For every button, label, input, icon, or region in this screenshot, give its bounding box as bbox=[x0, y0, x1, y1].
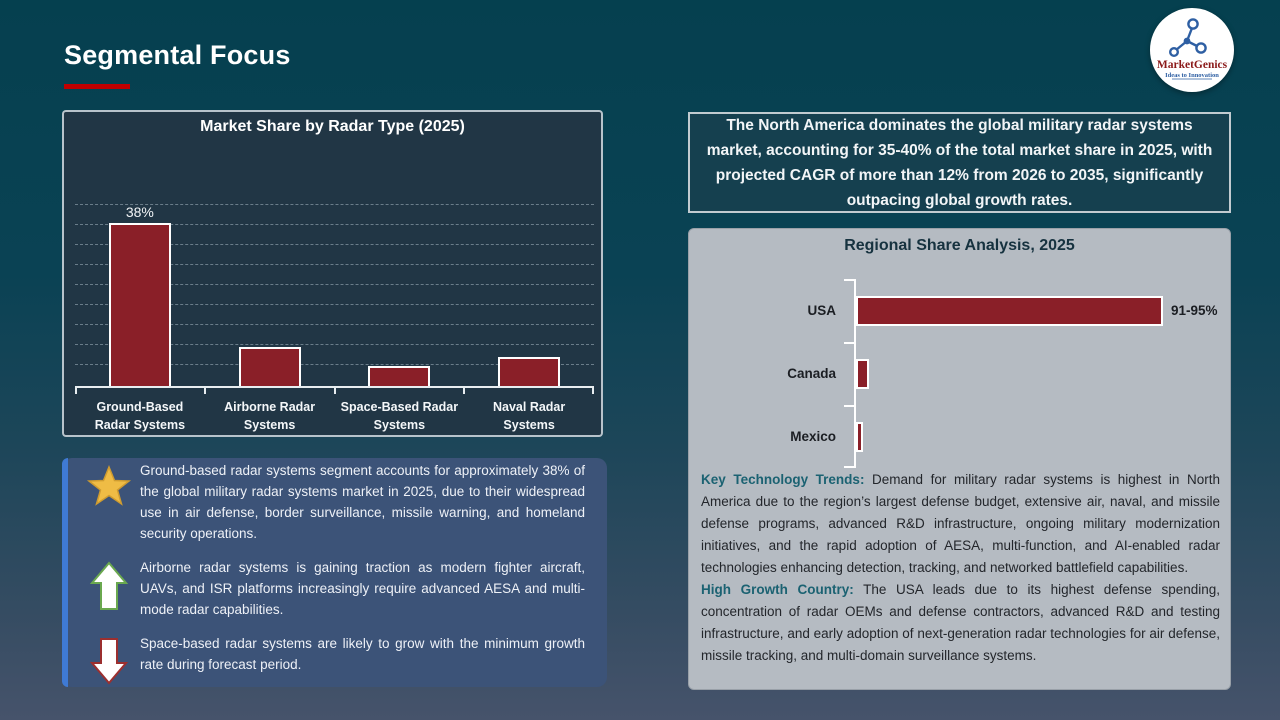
bar-naval bbox=[498, 357, 561, 386]
insight-item-ground-based: Ground-based radar systems segment accou… bbox=[78, 460, 593, 544]
up-arrow-icon bbox=[78, 557, 140, 611]
bars-container: 38% bbox=[75, 204, 594, 386]
axis-tick bbox=[75, 386, 77, 394]
bar-row-canada: Canada bbox=[689, 342, 1230, 405]
regional-analysis-panel: Regional Share Analysis, 2025 USA 91-95%… bbox=[688, 228, 1231, 690]
radar-type-chart-title: Market Share by Radar Type (2025) bbox=[200, 118, 465, 135]
bar-space-based bbox=[368, 366, 431, 386]
category-airborne: Airborne Radar Systems bbox=[224, 400, 316, 433]
axis-tick bbox=[844, 342, 854, 344]
bar-group-ground-based: 38% bbox=[75, 204, 205, 386]
insight-text: Ground-based radar systems segment accou… bbox=[140, 463, 585, 541]
gridline bbox=[75, 344, 594, 345]
axis-tick bbox=[333, 386, 336, 394]
category-labels: Ground-Based Radar Systems Airborne Rada… bbox=[75, 398, 594, 434]
down-arrow-icon bbox=[78, 633, 140, 685]
high-growth-country-body: The USA leads due to its highest defense… bbox=[701, 582, 1220, 663]
gridline bbox=[75, 284, 594, 285]
radar-type-plot-area: 38% bbox=[75, 204, 594, 394]
category-space-based: Space-Based Radar Systems bbox=[340, 400, 459, 433]
regional-bar-chart: USA 91-95% Canada Mexico bbox=[689, 229, 1230, 469]
axis-tick bbox=[844, 405, 854, 407]
network-icon bbox=[1169, 18, 1207, 58]
logo-graphic: MarketGenics Ideas to Innovation bbox=[1157, 18, 1228, 80]
logo-tagline: Ideas to Innovation bbox=[1165, 72, 1219, 79]
bar-usa bbox=[856, 295, 1163, 326]
bar-value-label: 38% bbox=[125, 204, 154, 220]
key-technology-trends-heading: Key Technology Trends: bbox=[701, 472, 865, 487]
gridline bbox=[75, 204, 594, 205]
regional-chart-title: Regional Share Analysis, 2025 bbox=[844, 237, 1075, 254]
radar-type-chart-panel: Market Share by Radar Type (2025) 38% bbox=[62, 110, 603, 437]
insight-text: Airborne radar systems is gaining tracti… bbox=[140, 560, 585, 617]
axis-tick bbox=[463, 386, 466, 394]
gridline bbox=[75, 324, 594, 325]
page-title: Segmental Focus bbox=[64, 40, 291, 70]
axis-tick bbox=[844, 279, 854, 281]
bar-row-mexico: Mexico bbox=[689, 405, 1230, 468]
bar-row-usa: USA 91-95% bbox=[689, 279, 1230, 342]
gridline bbox=[75, 304, 594, 305]
gridline bbox=[75, 244, 594, 245]
star-icon bbox=[78, 460, 140, 510]
bar-canada bbox=[856, 358, 869, 389]
logo-name: MarketGenics bbox=[1157, 59, 1228, 71]
insight-item-airborne: Airborne radar systems is gaining tracti… bbox=[78, 557, 593, 620]
y-axis-line bbox=[854, 279, 856, 468]
insight-text: Space-based radar systems are likely to … bbox=[140, 636, 585, 672]
bar-group-space-based bbox=[335, 204, 465, 386]
gridline bbox=[75, 264, 594, 265]
row-label-canada: Canada bbox=[787, 366, 836, 381]
key-technology-trends-body: Demand for military radar systems is hig… bbox=[701, 472, 1220, 575]
highlight-text: The North America dominates the global m… bbox=[706, 116, 1213, 209]
gridline bbox=[75, 364, 594, 365]
insights-box: Ground-based radar systems segment accou… bbox=[62, 458, 607, 687]
row-label-usa: USA bbox=[807, 303, 836, 318]
axis-tick bbox=[844, 466, 854, 468]
bar-mexico bbox=[856, 421, 863, 452]
bar-airborne bbox=[238, 347, 301, 386]
insight-item-space-based: Space-based radar systems are likely to … bbox=[78, 633, 593, 685]
axis-tick bbox=[592, 386, 594, 394]
regional-analysis-text: Key Technology Trends: Demand for milita… bbox=[701, 469, 1220, 667]
axis-tick bbox=[203, 386, 206, 394]
bar-value-usa: 91-95% bbox=[1171, 303, 1218, 318]
marketgenics-logo: MarketGenics Ideas to Innovation bbox=[1150, 8, 1234, 92]
row-label-mexico: Mexico bbox=[790, 429, 836, 444]
category-ground-based: Ground-Based Radar Systems bbox=[94, 400, 186, 433]
insights-accent-stripe bbox=[62, 458, 68, 687]
insights-list: Ground-based radar systems segment accou… bbox=[72, 458, 599, 687]
bar-group-airborne bbox=[205, 204, 335, 386]
category-naval: Naval Radar Systems bbox=[492, 400, 566, 433]
title-underline bbox=[64, 84, 130, 89]
north-america-highlight-box: The North America dominates the global m… bbox=[688, 112, 1231, 213]
bar-group-naval bbox=[464, 204, 594, 386]
high-growth-country-heading: High Growth Country: bbox=[701, 582, 854, 597]
gridline bbox=[75, 224, 594, 225]
bar-ground-based bbox=[108, 223, 171, 386]
